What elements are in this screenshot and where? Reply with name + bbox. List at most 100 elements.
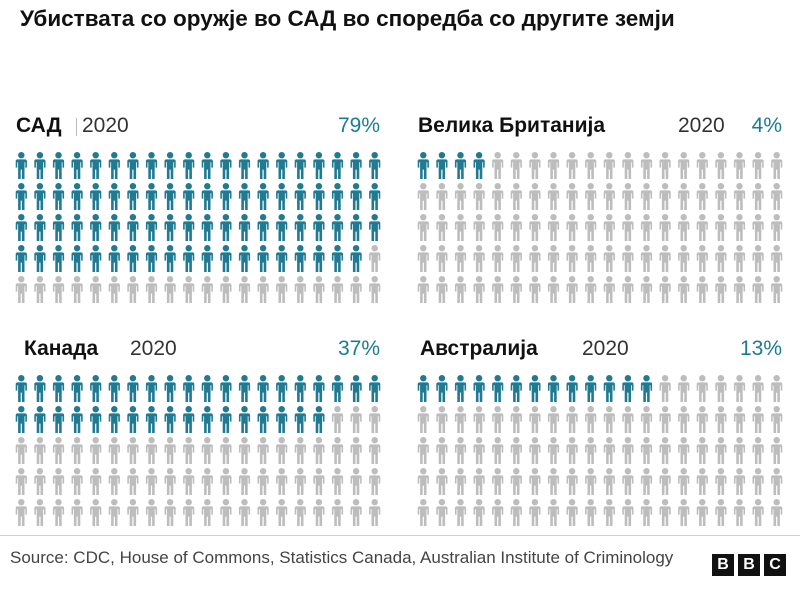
person-icon-highlighted — [34, 245, 46, 272]
person-icon-highlighted — [90, 214, 102, 241]
person-icon-highlighted — [220, 214, 232, 241]
person-icon — [733, 152, 746, 179]
person-icon — [492, 183, 504, 210]
person-icon-highlighted — [108, 152, 120, 179]
person-icon-highlighted — [350, 183, 362, 210]
person-icon-highlighted — [71, 183, 83, 210]
person-icon — [417, 214, 429, 241]
person-icon — [294, 499, 306, 526]
person-icon — [640, 499, 653, 526]
person-icon-highlighted — [52, 214, 65, 241]
person-icon-highlighted — [276, 152, 288, 179]
person-icon — [510, 183, 522, 210]
person-icon-highlighted — [127, 406, 139, 433]
person-icon — [454, 406, 467, 433]
person-icon — [678, 437, 690, 464]
person-icon-highlighted — [164, 245, 176, 272]
person-icon — [473, 245, 485, 272]
person-icon-highlighted — [90, 152, 102, 179]
person-icon — [90, 499, 102, 526]
person-icon — [678, 152, 690, 179]
country-label: САД — [14, 112, 64, 140]
person-icon — [417, 183, 429, 210]
waffle-svg — [15, 152, 381, 303]
person-icon-highlighted — [34, 183, 46, 210]
person-icon — [603, 214, 615, 241]
waffle-svg — [417, 375, 783, 526]
waffle-svg — [15, 375, 381, 526]
person-icon-highlighted — [34, 406, 46, 433]
person-icon-highlighted — [71, 406, 83, 433]
person-icon — [510, 276, 522, 303]
person-icon — [492, 468, 504, 495]
person-icon-highlighted — [127, 214, 139, 241]
person-icon — [771, 437, 783, 464]
person-icon — [52, 499, 65, 526]
person-icon — [659, 468, 671, 495]
person-icon — [696, 406, 708, 433]
person-icon — [52, 276, 65, 303]
person-icon — [201, 468, 213, 495]
person-icon-highlighted — [183, 375, 195, 402]
person-icon — [369, 468, 381, 495]
person-icon — [510, 437, 522, 464]
person-icon — [529, 245, 541, 272]
country-label: Канада — [22, 335, 101, 363]
person-icon — [369, 437, 381, 464]
panel-australia: Австралија 2020 13% — [414, 335, 784, 526]
person-icon — [585, 214, 597, 241]
person-icon-highlighted — [90, 183, 102, 210]
person-icon — [715, 375, 727, 402]
person-icon-highlighted — [201, 406, 213, 433]
person-icon — [659, 406, 671, 433]
percent-label: 13% — [739, 337, 782, 360]
person-icon — [622, 245, 634, 272]
person-icon — [640, 183, 653, 210]
person-icon-highlighted — [145, 214, 158, 241]
person-icon-highlighted — [331, 152, 344, 179]
person-icon-highlighted — [294, 245, 306, 272]
person-icon — [350, 499, 362, 526]
person-icon-highlighted — [145, 245, 158, 272]
person-icon — [752, 276, 764, 303]
person-icon-highlighted — [510, 375, 522, 402]
person-icon — [183, 468, 195, 495]
person-icon-highlighted — [90, 245, 102, 272]
year-label: 2020 — [82, 114, 129, 137]
person-icon — [622, 437, 634, 464]
person-icon — [417, 245, 429, 272]
person-icon-highlighted — [331, 214, 344, 241]
person-icon — [436, 406, 448, 433]
person-icon — [492, 152, 504, 179]
person-icon — [659, 499, 671, 526]
person-icon — [585, 406, 597, 433]
person-icon — [752, 406, 764, 433]
person-icon — [510, 245, 522, 272]
person-icon — [473, 499, 485, 526]
person-icon-highlighted — [276, 214, 288, 241]
person-icon — [108, 276, 120, 303]
person-icon-highlighted — [164, 214, 176, 241]
person-icon — [492, 214, 504, 241]
person-icon — [454, 214, 467, 241]
person-icon — [183, 437, 195, 464]
person-icon — [15, 276, 27, 303]
person-icon — [678, 375, 690, 402]
year-label: 2020 — [678, 114, 725, 137]
person-icon-highlighted — [622, 375, 634, 402]
person-icon-highlighted — [127, 152, 139, 179]
person-icon — [473, 406, 485, 433]
footer-divider — [0, 535, 800, 536]
person-icon — [257, 468, 269, 495]
person-icon-highlighted — [566, 375, 578, 402]
person-icon — [547, 152, 560, 179]
person-icon — [201, 499, 213, 526]
person-icon-highlighted — [473, 375, 485, 402]
person-icon-highlighted — [90, 406, 102, 433]
person-icon — [15, 437, 27, 464]
person-icon — [238, 468, 251, 495]
person-icon — [276, 276, 288, 303]
person-icon-highlighted — [183, 152, 195, 179]
person-icon — [90, 437, 102, 464]
logo-letter: B — [712, 554, 734, 576]
